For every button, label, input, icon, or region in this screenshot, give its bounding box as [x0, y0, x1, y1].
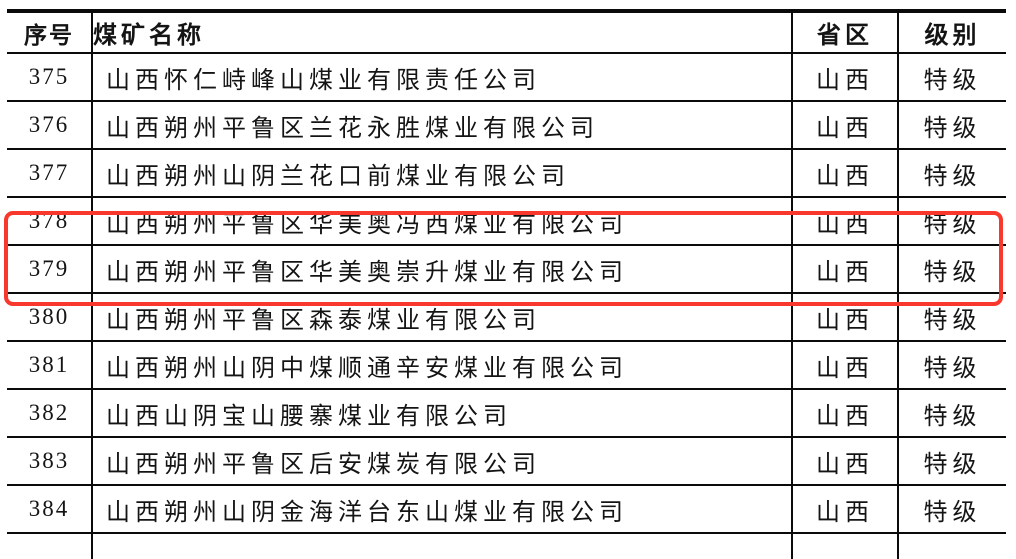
table-row-highlighted: 378 山西朔州平鲁区华美奥冯西煤业有限公司 山西 特级 — [7, 197, 1006, 246]
header-row: 序号 煤矿名称 省区 级别 — [7, 11, 1006, 54]
level-cell: 特级 — [898, 341, 1006, 390]
mine-name-cell: 山西朔州平鲁区兰花永胜煤业有限公司 — [92, 101, 793, 150]
level-cell: 特级 — [898, 437, 1006, 486]
table-row: 382 山西山阴宝山腰寨煤业有限公司 山西 特级 — [7, 389, 1006, 438]
province-cell: 山西 — [792, 245, 899, 294]
table-row: 380 山西朔州平鲁区森泰煤业有限公司 山西 特级 — [7, 293, 1006, 342]
col-header-province: 省区 — [792, 11, 899, 54]
table-row: 383 山西朔州平鲁区后安煤炭有限公司 山西 特级 — [7, 437, 1006, 486]
mine-name-cell: 山西朔州平鲁区华美奥冯西煤业有限公司 — [92, 197, 793, 246]
level-cell: 特级 — [898, 389, 1006, 438]
level-cell: 特级 — [898, 245, 1006, 294]
row-number-cell: 380 — [7, 293, 93, 342]
table-row: 384 山西朔州山阴金海洋台东山煤业有限公司 山西 特级 — [7, 485, 1006, 534]
mine-name-cell: 山西朔州平鲁区森泰煤业有限公司 — [92, 293, 793, 342]
row-number-cell: 377 — [7, 149, 93, 198]
table-row: 376 山西朔州平鲁区兰花永胜煤业有限公司 山西 特级 — [7, 101, 1006, 150]
coal-mine-table: 序号 煤矿名称 省区 级别 375 山西怀仁峙峰山煤业有限责任公司 山西 特级 … — [7, 9, 1006, 559]
province-cell: 山西 — [792, 437, 899, 486]
province-cell: 山西 — [792, 389, 899, 438]
row-number-cell: 376 — [7, 101, 93, 150]
mine-name-cell: 山西朔州山阴金海洋台东山煤业有限公司 — [92, 485, 793, 534]
table-row: 381 山西朔州山阴中煤顺通辛安煤业有限公司 山西 特级 — [7, 341, 1006, 390]
level-cell: 特级 — [898, 485, 1006, 534]
mine-name-cell: 山西朔州平鲁区华美奥崇升煤业有限公司 — [92, 245, 793, 294]
level-cell: 特级 — [898, 149, 1006, 198]
mine-name-cell: 山西朔州山阴兰花口前煤业有限公司 — [92, 149, 793, 198]
col-header-mine-name: 煤矿名称 — [92, 11, 793, 54]
mine-name-cell: 山西山阴宝山腰寨煤业有限公司 — [92, 389, 793, 438]
mine-name-cell: 山西怀仁峙峰山煤业有限责任公司 — [92, 53, 793, 102]
row-number-cell: 383 — [7, 437, 93, 486]
row-number-cell: 375 — [7, 53, 93, 102]
row-number-cell: 382 — [7, 389, 93, 438]
province-cell: 山西 — [792, 101, 899, 150]
province-cell: 山西 — [792, 197, 899, 246]
table-row-highlighted: 379 山西朔州平鲁区华美奥崇升煤业有限公司 山西 特级 — [7, 245, 1006, 294]
row-number-cell: 381 — [7, 341, 93, 390]
level-cell: 特级 — [898, 293, 1006, 342]
row-number-cell: 384 — [7, 485, 93, 534]
level-cell: 特级 — [898, 53, 1006, 102]
province-cell: 山西 — [792, 341, 899, 390]
col-header-serial: 序号 — [7, 11, 93, 54]
row-number-cell: 378 — [7, 197, 93, 246]
mine-name-cell: 山西朔州山阴中煤顺通辛安煤业有限公司 — [92, 341, 793, 390]
col-header-level: 级别 — [898, 11, 1006, 54]
province-cell: 山西 — [792, 485, 899, 534]
province-cell: 山西 — [792, 293, 899, 342]
level-cell: 特级 — [898, 101, 1006, 150]
table-row: 377 山西朔州山阴兰花口前煤业有限公司 山西 特级 — [7, 149, 1006, 198]
mine-name-cell: 山西朔州平鲁区后安煤炭有限公司 — [92, 437, 793, 486]
row-number-cell: 379 — [7, 245, 93, 294]
table-row: 375 山西怀仁峙峰山煤业有限责任公司 山西 特级 — [7, 53, 1006, 102]
next-row-stub — [7, 533, 1006, 559]
province-cell: 山西 — [792, 149, 899, 198]
province-cell: 山西 — [792, 53, 899, 102]
level-cell: 特级 — [898, 197, 1006, 246]
